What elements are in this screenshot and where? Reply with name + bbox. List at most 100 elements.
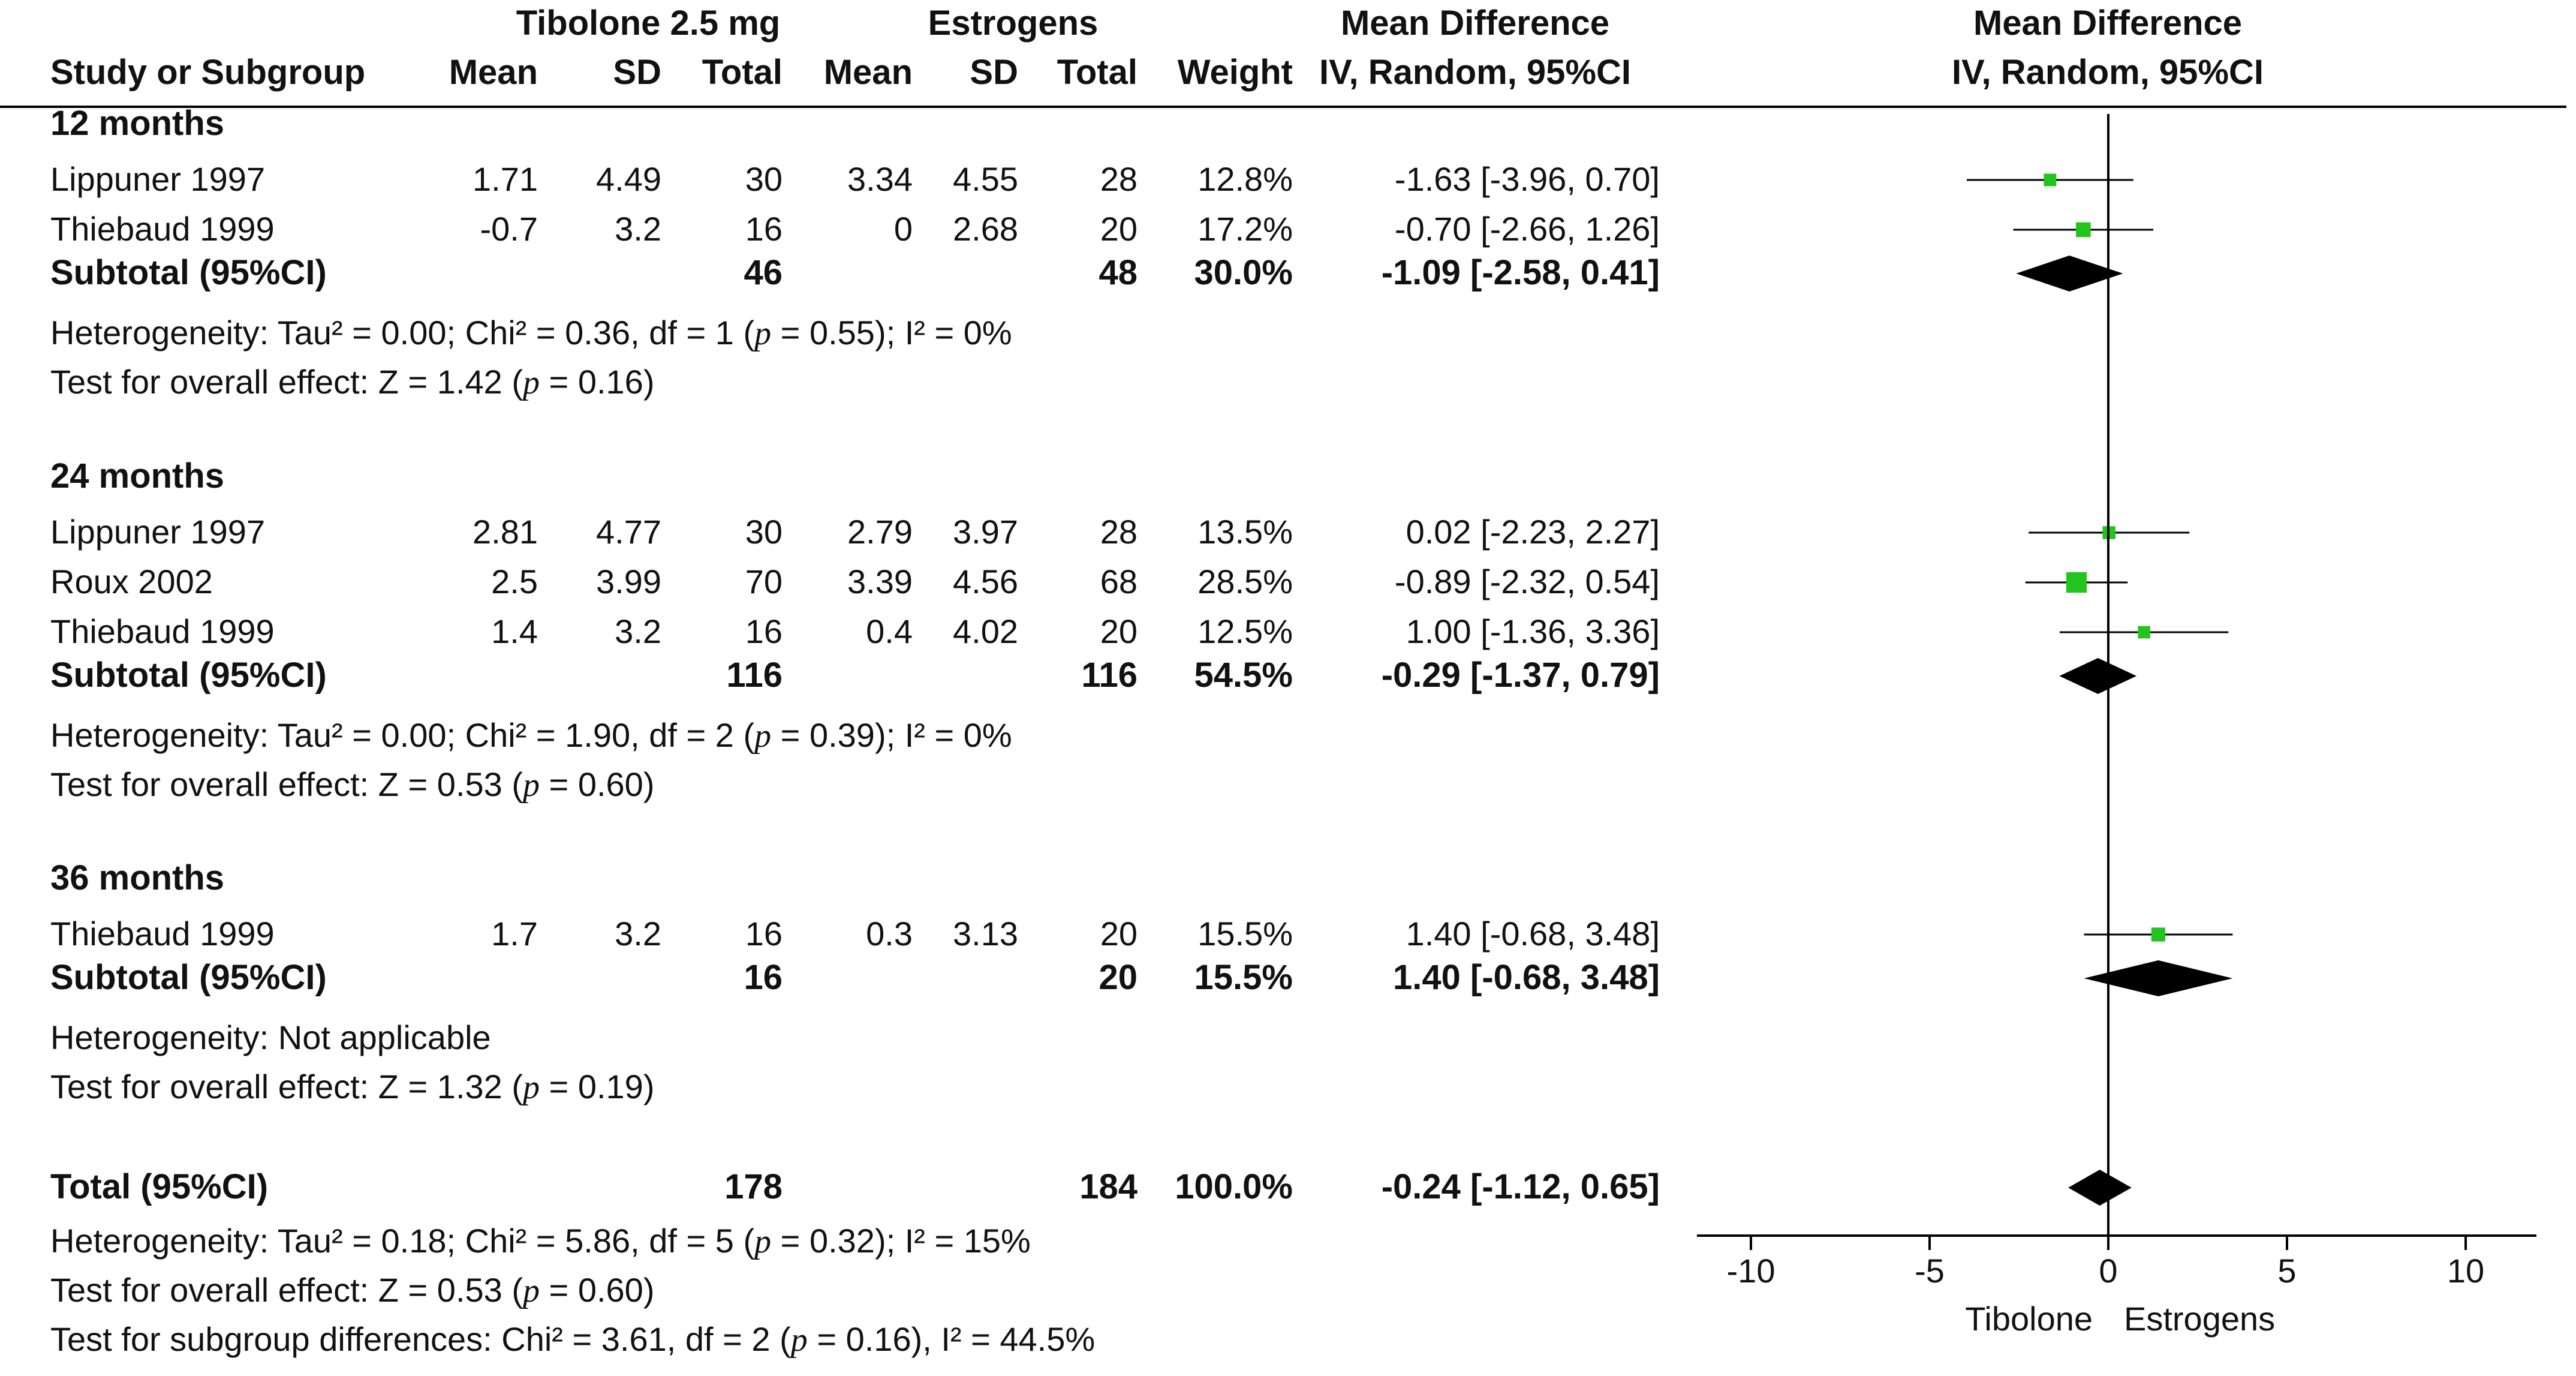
study-weight: 17.2% bbox=[1197, 210, 1293, 248]
study-mean2: 2.79 bbox=[847, 513, 913, 551]
total-ci: -0.24 [-1.12, 0.65] bbox=[1382, 1167, 1660, 1206]
study-mean1: 1.4 bbox=[491, 612, 538, 650]
header-sd2: SD bbox=[970, 53, 1018, 92]
total-note: Test for subgroup differences: Chi² = 3.… bbox=[50, 1320, 1095, 1359]
header-group2: Estrogens bbox=[928, 4, 1099, 43]
subtotal-total1: 46 bbox=[744, 253, 783, 292]
subgroup-note: Test for overall effect: Z = 1.42 (p = 0… bbox=[50, 363, 654, 401]
study-total1: 16 bbox=[745, 915, 783, 953]
subtotal-total2: 116 bbox=[1081, 656, 1137, 695]
header-sd1: SD bbox=[613, 53, 661, 92]
study-weight: 15.5% bbox=[1197, 915, 1293, 953]
study-total2: 68 bbox=[1100, 563, 1137, 600]
study-sd2: 3.13 bbox=[953, 915, 1018, 953]
total-total1: 178 bbox=[724, 1167, 783, 1206]
favours-left-label: Tibolone bbox=[1965, 1300, 2093, 1338]
study-mean1: 1.71 bbox=[473, 160, 538, 198]
subtotal-weight: 54.5% bbox=[1194, 656, 1293, 695]
header-effect-top: Mean Difference bbox=[1341, 4, 1609, 43]
study-ci: 0.02 [-2.23, 2.27] bbox=[1406, 513, 1660, 551]
study-sd1: 3.99 bbox=[596, 563, 661, 600]
subgroup-title: 36 months bbox=[50, 858, 224, 897]
study-mean2: 0 bbox=[894, 210, 913, 248]
header-study: Study or Subgroup bbox=[50, 53, 365, 92]
subtotal-label: Subtotal (95%CI) bbox=[50, 656, 327, 695]
study-total2: 28 bbox=[1100, 160, 1137, 198]
point-marker-1 bbox=[2075, 222, 2091, 238]
study-total1: 16 bbox=[745, 210, 783, 248]
study-sd1: 4.77 bbox=[596, 513, 661, 551]
subtotal-label: Subtotal (95%CI) bbox=[50, 958, 327, 997]
study-total1: 30 bbox=[745, 160, 783, 198]
study-sd2: 3.97 bbox=[953, 513, 1018, 551]
subtotal-ci: -0.29 [-1.37, 0.79] bbox=[1382, 656, 1660, 695]
subtotal-label: Subtotal (95%CI) bbox=[50, 253, 327, 292]
study-name: Thiebaud 1999 bbox=[50, 612, 275, 650]
study-weight: 28.5% bbox=[1197, 563, 1293, 600]
point-marker-5 bbox=[2151, 927, 2166, 942]
study-sd1: 3.2 bbox=[615, 915, 661, 953]
study-sd2: 4.56 bbox=[953, 563, 1018, 600]
total-total2: 184 bbox=[1079, 1167, 1137, 1206]
header-group1: Tibolone 2.5 mg bbox=[516, 4, 780, 43]
study-sd1: 3.2 bbox=[615, 210, 661, 248]
x-tick-label: -5 bbox=[1915, 1252, 1945, 1290]
study-mean1: 2.81 bbox=[473, 513, 538, 551]
diamond-subtotal-2 bbox=[2084, 960, 2233, 996]
study-total2: 20 bbox=[1100, 612, 1137, 650]
x-tick-label: 0 bbox=[2099, 1252, 2117, 1290]
study-ci: 1.00 [-1.36, 3.36] bbox=[1406, 612, 1660, 650]
header-mean2: Mean bbox=[824, 53, 913, 92]
study-ci: -0.89 [-2.32, 0.54] bbox=[1395, 563, 1660, 600]
header-effect-method: IV, Random, 95%CI bbox=[1319, 53, 1631, 92]
study-name: Lippuner 1997 bbox=[50, 513, 265, 551]
study-name: Thiebaud 1999 bbox=[50, 210, 275, 248]
total-weight: 100.0% bbox=[1175, 1167, 1293, 1206]
subtotal-total2: 48 bbox=[1099, 253, 1137, 292]
total-note: Heterogeneity: Tau² = 0.18; Chi² = 5.86,… bbox=[50, 1222, 1031, 1260]
subtotal-weight: 30.0% bbox=[1194, 253, 1293, 292]
subgroup-note: Heterogeneity: Tau² = 0.00; Chi² = 0.36,… bbox=[50, 314, 1012, 352]
subtotal-weight: 15.5% bbox=[1194, 958, 1293, 997]
study-total2: 20 bbox=[1100, 915, 1137, 953]
study-ci: -0.70 [-2.66, 1.26] bbox=[1395, 210, 1660, 248]
header-total2: Total bbox=[1057, 53, 1137, 92]
study-mean2: 3.39 bbox=[847, 563, 913, 600]
study-total2: 20 bbox=[1100, 210, 1137, 248]
subtotal-ci: 1.40 [-0.68, 3.48] bbox=[1393, 958, 1660, 997]
point-marker-4 bbox=[2138, 626, 2150, 639]
study-total1: 30 bbox=[745, 513, 783, 551]
header-plot-top: Mean Difference bbox=[1973, 4, 2242, 43]
total-label: Total (95%CI) bbox=[50, 1167, 268, 1206]
subgroup-note: Heterogeneity: Not applicable bbox=[50, 1019, 491, 1056]
study-mean1: 1.7 bbox=[491, 915, 538, 953]
study-sd1: 3.2 bbox=[615, 612, 661, 650]
study-mean1: 2.5 bbox=[491, 563, 538, 600]
study-mean1: -0.7 bbox=[480, 210, 538, 248]
total-note: Test for overall effect: Z = 0.53 (p = 0… bbox=[50, 1271, 654, 1309]
point-marker-3 bbox=[2066, 572, 2087, 593]
x-tick-label: -10 bbox=[1727, 1252, 1775, 1290]
study-weight: 12.8% bbox=[1197, 160, 1293, 198]
header-total1: Total bbox=[702, 53, 783, 92]
header-plot-method: IV, Random, 95%CI bbox=[1952, 53, 2264, 92]
diamond-subtotal-1 bbox=[2059, 658, 2137, 694]
study-total1: 16 bbox=[745, 612, 783, 650]
study-mean2: 0.4 bbox=[866, 612, 913, 650]
header-weight: Weight bbox=[1178, 53, 1293, 92]
study-name: Thiebaud 1999 bbox=[50, 915, 275, 953]
study-ci: 1.40 [-0.68, 3.48] bbox=[1406, 915, 1660, 953]
subgroup-note: Test for overall effect: Z = 1.32 (p = 0… bbox=[50, 1068, 654, 1106]
subtotal-ci: -1.09 [-2.58, 0.41] bbox=[1382, 253, 1660, 292]
point-marker-0 bbox=[2044, 173, 2057, 187]
study-total1: 70 bbox=[745, 563, 783, 600]
study-sd1: 4.49 bbox=[596, 160, 661, 198]
study-name: Roux 2002 bbox=[50, 563, 213, 600]
diamond-subtotal-0 bbox=[2016, 256, 2123, 292]
study-sd2: 4.55 bbox=[953, 160, 1018, 198]
study-weight: 12.5% bbox=[1197, 612, 1293, 650]
subgroup-note: Heterogeneity: Tau² = 0.00; Chi² = 1.90,… bbox=[50, 716, 1012, 755]
favours-right-label: Estrogens bbox=[2124, 1300, 2275, 1338]
study-mean2: 0.3 bbox=[866, 915, 913, 953]
